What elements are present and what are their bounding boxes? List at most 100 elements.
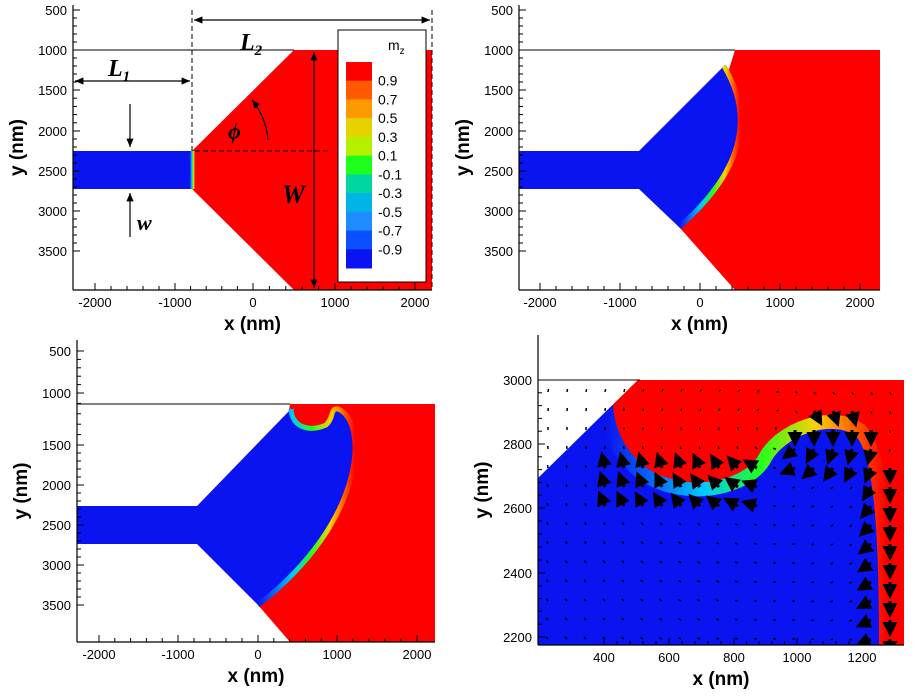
vector-arrow <box>734 599 739 602</box>
vector-arrow <box>830 486 834 490</box>
y-tick-label: 1500 <box>38 83 67 98</box>
vector-arrow <box>699 407 702 412</box>
vector-arrow <box>640 579 644 583</box>
vector-arrow <box>545 560 549 564</box>
vector-arrow <box>830 524 834 528</box>
vector-arrow <box>659 617 663 621</box>
vector-arrow <box>740 498 758 513</box>
x-tick-label: -1000 <box>161 647 194 662</box>
vector-arrow <box>856 557 874 573</box>
vector-arrow <box>583 579 587 583</box>
y-tick-label: 1000 <box>42 386 71 401</box>
vector-arrow <box>597 490 612 508</box>
vector-arrow <box>805 447 820 464</box>
vector-arrow <box>756 389 760 393</box>
x-tick-label: 800 <box>723 650 745 665</box>
legend-swatch <box>346 211 372 232</box>
vector-arrow <box>584 483 587 488</box>
x-axis-label: x (nm) <box>671 314 728 335</box>
vector-arrow <box>707 474 724 491</box>
vector-arrow <box>829 638 834 641</box>
phi-label: ϕ <box>228 119 241 144</box>
panel-bottom-right <box>538 335 904 645</box>
y-tick-label: 2000 <box>38 124 67 139</box>
vector-arrow <box>640 636 644 640</box>
vector-arrow <box>889 391 892 396</box>
vector-arrow <box>621 598 625 602</box>
y-tick-label: 3000 <box>38 204 67 219</box>
y-tick-label: 3000 <box>42 558 71 573</box>
vector-arrow <box>688 493 705 510</box>
y-tick-label: 3500 <box>42 598 71 613</box>
vector-arrow <box>862 484 877 502</box>
vector-arrow <box>545 617 549 621</box>
vector-arrow <box>849 486 853 490</box>
legend-swatch <box>346 230 372 250</box>
vector-arrow <box>696 599 701 602</box>
vector-arrow <box>851 391 855 396</box>
vector-arrow <box>849 543 853 547</box>
vector-arrow <box>801 463 818 480</box>
vector-arrow <box>565 502 568 507</box>
w-label: w <box>137 210 152 235</box>
vector-arrow <box>564 598 568 602</box>
vector-arrow <box>583 636 587 640</box>
vector-arrow <box>621 522 625 526</box>
vector-arrow <box>546 521 549 526</box>
x-tick-label: 1000 <box>321 295 350 310</box>
vector-arrow <box>718 407 721 412</box>
vector-arrow <box>734 618 739 621</box>
vector-arrow <box>545 636 549 640</box>
y-axis-label: y (nm) <box>7 119 28 176</box>
vector-arrow <box>791 505 796 508</box>
vector-arrow <box>564 560 568 564</box>
vector-arrow <box>829 619 834 622</box>
legend-swatch <box>346 193 372 213</box>
x-tick-label: 1200 <box>848 650 877 665</box>
vector-arrow <box>690 473 705 490</box>
legend-label: 0.5 <box>378 110 398 126</box>
vector-arrow <box>810 619 815 622</box>
vector-arrow <box>545 579 549 583</box>
legend-title: mz <box>388 37 405 57</box>
outside-region <box>538 335 640 478</box>
vector-arrow <box>678 598 682 602</box>
vector-arrow <box>659 560 663 564</box>
vector-arrow <box>659 636 663 640</box>
y-tick-label: 2000 <box>42 478 71 493</box>
x-tick-label: 2000 <box>401 295 430 310</box>
vector-arrow <box>856 576 874 591</box>
vector-arrow <box>597 470 612 488</box>
x-tick-label: -2000 <box>78 295 111 310</box>
vector-arrow <box>696 579 701 583</box>
vector-arrow <box>844 448 859 466</box>
vector-arrow <box>705 495 723 511</box>
vector-arrow <box>889 410 892 415</box>
vector-arrow <box>640 541 644 545</box>
vector-arrow <box>659 522 663 526</box>
vector-arrow <box>754 446 758 450</box>
vector-arrow <box>716 522 720 526</box>
y-axis-label: y (nm) <box>11 463 32 520</box>
y-tick-label: 1500 <box>42 438 71 453</box>
vector-arrow <box>848 638 853 641</box>
legend-label: 0.9 <box>378 73 398 89</box>
y-tick-label: 3000 <box>503 373 532 388</box>
vector-arrow <box>604 388 607 393</box>
vector-arrow <box>583 541 587 545</box>
vector-arrow <box>810 638 815 641</box>
y-tick-label: 2500 <box>42 518 71 533</box>
vector-arrow <box>640 617 644 621</box>
axes-bottom-left: -2000 -1000 0 1000 2000 500 1000 1500 2000 2500 30… <box>11 340 435 687</box>
vector-arrow <box>791 524 796 527</box>
domain-wall <box>190 151 195 189</box>
panel-top-right <box>519 49 880 290</box>
legend-swatch <box>346 99 372 119</box>
vector-arrow <box>742 459 760 474</box>
legend-label: -0.1 <box>378 166 402 182</box>
vector-arrow <box>863 466 878 484</box>
y-tick-label: 2000 <box>484 124 513 139</box>
vector-arrow <box>849 562 853 566</box>
y-tick-label: 500 <box>45 3 67 18</box>
vector-arrow <box>565 464 568 469</box>
